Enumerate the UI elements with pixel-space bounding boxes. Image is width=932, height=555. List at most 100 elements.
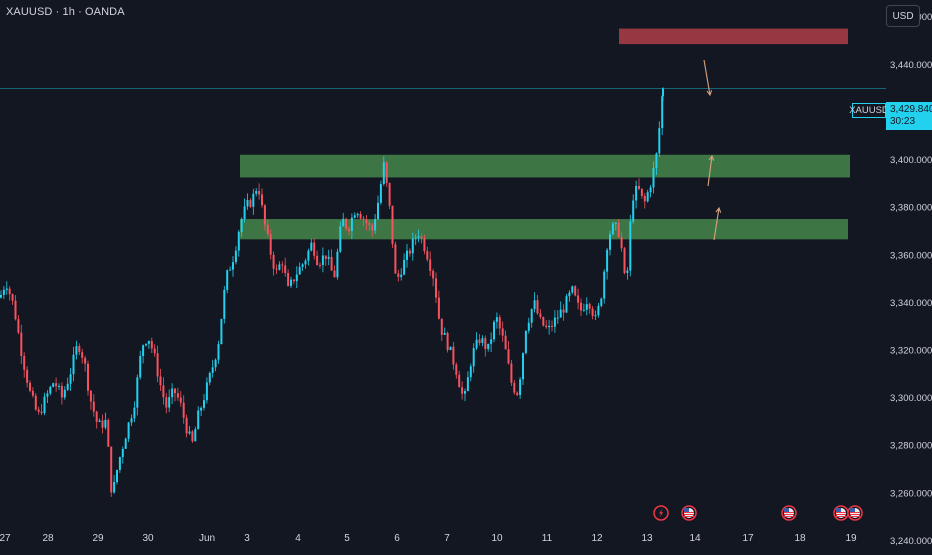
candle-body [556,317,559,319]
candle-body [110,446,113,493]
economic-event-icon[interactable] [847,505,863,521]
candle-body [501,328,504,336]
candle-body [406,250,408,260]
time-tick-label: 29 [92,533,104,544]
candle-body [272,254,275,269]
candle-body [313,242,316,256]
candle-body [551,325,553,327]
time-tick-label: 27 [0,533,11,544]
candle-body [336,251,339,278]
candle-body [237,231,240,251]
candle-body [46,393,49,397]
candle-body [536,300,539,314]
price-tick-label: 3,400.000 [890,155,932,166]
flag-stripe [684,512,694,513]
candle-body [374,219,377,231]
candle-body [568,292,571,297]
candle-body [0,294,2,298]
candle-body [411,238,414,254]
candle-body [638,185,640,189]
candle-body [356,213,359,216]
candle-body [629,221,632,271]
candle-body [588,304,591,309]
candle-body [611,223,614,235]
candle-body [516,392,519,395]
candle-body [2,289,5,295]
candle-body [394,244,397,274]
candle-body [150,340,153,349]
currency-button[interactable]: USD [886,5,920,27]
candle-body [591,308,594,316]
candle-body [116,469,118,483]
candle-body [107,419,110,447]
candle-body [179,397,182,403]
economic-event-icon[interactable] [781,505,797,521]
time-tick-label: 18 [794,533,806,544]
candle-body [246,200,249,207]
events-layer[interactable] [653,505,863,521]
candle-body [168,397,171,408]
time-tick-label: 28 [42,533,54,544]
candle-body [582,309,585,311]
candle-body [484,338,487,349]
candle-body [507,349,510,364]
candle-body [617,222,620,237]
candle-body [287,273,290,286]
candle-body [574,286,577,296]
candle-body [652,167,655,188]
time-tick-label: 19 [845,533,857,544]
candle-body [371,224,374,231]
economic-event-icon[interactable] [681,505,697,521]
candle-body [37,409,40,412]
lightning-event-icon[interactable] [653,505,669,521]
candle-body [542,317,545,326]
candle-body [191,431,194,442]
time-tick-label: 5 [344,533,350,544]
symbol-title: XAUUSD · 1h · OANDA [6,6,125,18]
candle-body [333,270,336,278]
candle-body [159,376,162,386]
candle-body [620,236,623,249]
time-axis[interactable]: 27 28 29 30 Jun 3 4 5 6 7 10 11 12 13 14 17 18 19 [0,533,857,544]
candle-body [240,219,243,232]
candle-body [577,295,580,303]
candle-body [147,340,150,344]
candle-body [417,236,420,238]
candle-body [43,396,46,414]
price-tag-countdown: 30:23 [890,116,916,127]
candle-body [145,343,147,346]
price-tick-label: 3,300.000 [890,393,932,404]
lightning-glyph [659,508,664,518]
candle-body [327,256,330,259]
flag-canton [784,508,789,512]
arrows-layer [703,59,722,241]
candle-body [127,422,130,439]
candle-body [345,218,348,229]
candle-body [14,300,17,320]
candle-body [391,205,394,245]
candle-body [301,264,304,267]
arrow-line-0 [703,59,711,96]
candle-body [626,270,629,273]
candle-body [5,288,8,290]
candle-body [295,274,298,282]
candle-body [553,317,556,327]
arrow-line-2 [713,207,720,241]
price-tick-label: 3,360.000 [890,250,932,261]
economic-event-icon[interactable] [833,505,849,521]
candle-body [217,344,220,360]
arrow-head-2 [715,206,722,213]
candle-body [281,264,284,266]
time-tick-label: 11 [542,533,553,544]
candle-body [243,206,246,220]
candle-body [545,325,548,328]
candle-body [174,388,176,394]
candle-body [548,325,551,328]
candle-body [234,250,237,263]
candle-body [124,438,127,449]
candle-body [275,268,278,270]
flag-canton [836,508,841,512]
candle-body [524,330,527,354]
